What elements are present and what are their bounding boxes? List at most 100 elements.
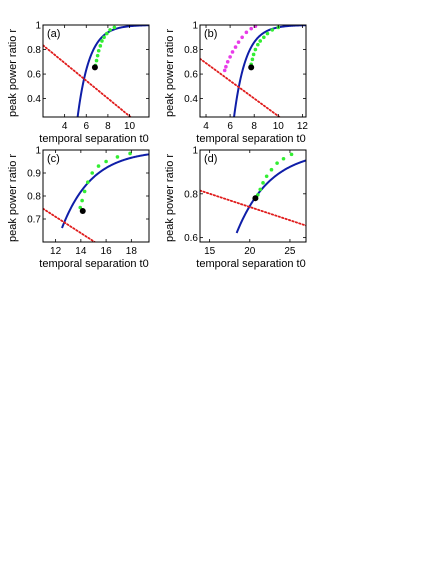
x-tick-label: 14 — [75, 246, 87, 257]
green-point — [275, 161, 279, 165]
green-point — [100, 39, 104, 43]
x-axis-label: temporal separation t0 — [39, 133, 148, 145]
plot-area — [43, 25, 149, 117]
x-tick-label: 20 — [244, 246, 256, 257]
panel-b: 4 6 8 10 12 0.4 0.6 0.8 1 (b) temporal separation … — [164, 21, 308, 146]
green-point — [96, 164, 101, 168]
magenta-point — [233, 45, 238, 49]
green-point — [98, 44, 103, 48]
x-axis-label: temporal separation t0 — [196, 258, 305, 270]
green-point — [104, 159, 108, 164]
y-tick-label: 1 — [192, 146, 198, 157]
green-point — [265, 31, 270, 36]
red-dotted-line — [43, 207, 96, 242]
green-point — [108, 28, 112, 32]
y-tick-label: 0.7 — [27, 215, 41, 226]
y-tick-label: 0.8 — [184, 45, 198, 56]
y-tick-label: 0.6 — [27, 70, 41, 81]
x-tick-label: 8 — [105, 121, 111, 132]
magenta-point — [249, 26, 253, 31]
x-tick-label: 10 — [273, 121, 285, 132]
green-point — [262, 35, 266, 40]
x-tick-label: 6 — [227, 121, 233, 132]
black-point — [252, 195, 259, 202]
green-point — [270, 28, 275, 32]
plot-area — [200, 152, 306, 234]
blue-curve — [235, 159, 306, 234]
magenta-point — [224, 64, 228, 69]
green-point — [96, 48, 101, 53]
panel-label: (d) — [204, 153, 217, 165]
black-point — [79, 207, 86, 214]
green-point — [258, 187, 263, 192]
green-point — [90, 171, 95, 175]
y-tick-label: 0.8 — [27, 192, 41, 203]
plot-area — [200, 25, 306, 117]
magenta-point — [244, 30, 249, 35]
black-point — [91, 64, 98, 71]
x-axis-label: temporal separation t0 — [196, 133, 305, 145]
green-point — [95, 53, 100, 58]
red-dotted-line — [43, 44, 132, 117]
x-axis-label: temporal separation t0 — [39, 258, 148, 270]
green-point — [261, 181, 265, 185]
blue-curve — [233, 25, 306, 117]
x-tick-label: 16 — [101, 246, 113, 257]
axes-frame — [199, 149, 307, 243]
y-tick-label: 1 — [35, 21, 41, 32]
green-point — [82, 189, 87, 194]
green-point — [250, 57, 255, 62]
x-tick-label: 4 — [203, 121, 209, 132]
y-tick-label: 0.6 — [184, 233, 198, 244]
green-point — [94, 58, 99, 63]
green-point — [78, 205, 83, 210]
y-tick-label: 0.8 — [184, 189, 198, 200]
blue-curve — [76, 25, 149, 117]
y-axis-label: peak power ratio r — [7, 29, 19, 117]
panel-label: (c) — [47, 153, 60, 165]
green-point — [289, 152, 294, 157]
axes-frame — [199, 24, 307, 118]
magenta-point — [228, 55, 232, 59]
y-tick-label: 0.8 — [27, 45, 41, 56]
x-tick-label: 12 — [50, 246, 62, 257]
axes-frame — [42, 24, 150, 118]
magenta-point — [230, 50, 235, 54]
plot-area — [43, 151, 149, 242]
y-axis-label: peak power ratio r — [164, 154, 176, 242]
x-tick-label: 25 — [284, 246, 296, 257]
green-point — [102, 35, 106, 40]
y-tick-label: 0.6 — [184, 70, 198, 81]
green-point — [85, 180, 90, 184]
red-dotted-line — [200, 189, 306, 227]
panel-label: (b) — [204, 28, 217, 40]
green-point — [251, 52, 256, 57]
green-point — [281, 156, 286, 161]
red-dotted-line — [200, 57, 281, 117]
y-axis-label: peak power ratio r — [7, 154, 19, 242]
green-point — [264, 174, 269, 179]
x-tick-label: 6 — [83, 121, 89, 132]
x-tick-label: 12 — [297, 121, 309, 132]
y-axis-label: peak power ratio r — [164, 29, 176, 117]
panel-label: (a) — [47, 28, 60, 40]
magenta-point — [236, 40, 241, 44]
y-tick-label: 1 — [192, 21, 198, 32]
x-tick-label: 18 — [126, 246, 138, 257]
green-point — [256, 42, 260, 47]
green-point — [112, 25, 117, 30]
green-point — [105, 31, 109, 36]
panel-a: 4 6 8 10 0.4 0.6 0.8 1 (a) temporal separation t0… — [7, 21, 150, 145]
x-tick-label: 4 — [62, 121, 68, 132]
panel-c: 12 14 16 18 0.7 0.8 0.9 1 (c) temporal separation… — [7, 146, 150, 270]
panel-d: 15 20 25 0.6 0.8 1 (d) temporal separation t0 pe… — [164, 146, 307, 270]
magenta-point — [222, 68, 227, 73]
blue-curve — [61, 153, 149, 229]
green-point — [258, 39, 263, 43]
green-point — [115, 155, 120, 159]
green-point — [80, 198, 84, 203]
black-point — [248, 64, 255, 71]
magenta-point — [225, 60, 230, 64]
magenta-point — [240, 35, 244, 40]
y-tick-label: 0.4 — [27, 94, 41, 105]
